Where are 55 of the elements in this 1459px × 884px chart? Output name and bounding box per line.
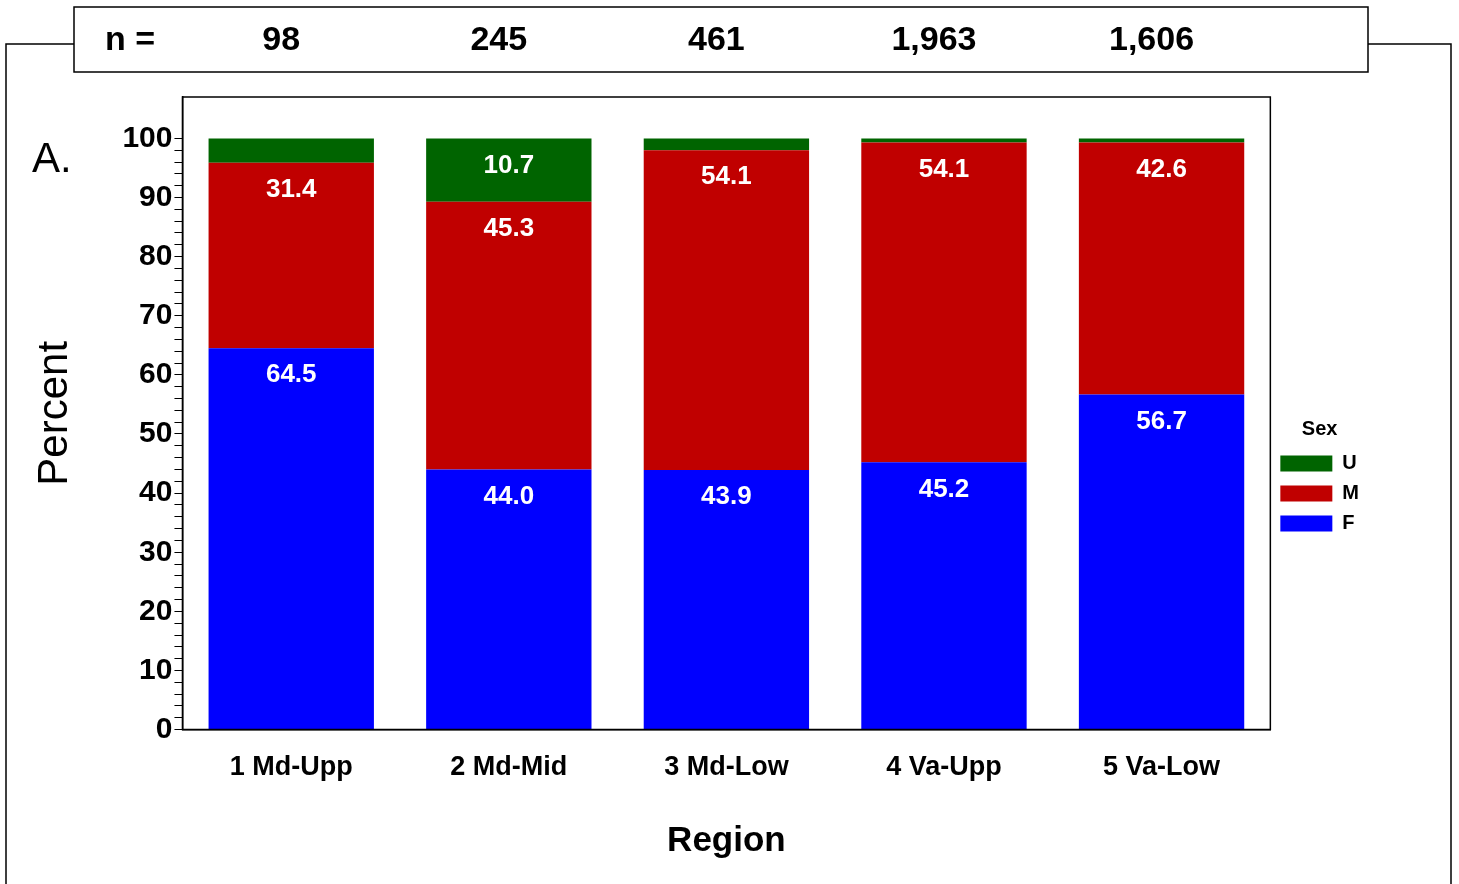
bar — [1078, 394, 1245, 730]
y-tick-label: 80 — [139, 237, 173, 271]
y-tick-label: 40 — [139, 474, 173, 508]
data-label: 64.5 — [265, 358, 317, 389]
bar — [643, 138, 810, 151]
y-tick-label: 90 — [139, 178, 173, 212]
y-tick-label: 50 — [139, 415, 173, 449]
data-label: 10.7 — [483, 148, 535, 179]
text: n = — [105, 19, 156, 58]
legend-label: U — [1342, 451, 1357, 474]
y-tick-label: 0 — [155, 710, 173, 744]
legend-title: Sex — [1301, 417, 1338, 440]
bar — [643, 150, 810, 471]
text: 98 — [262, 19, 301, 58]
data-label: 44.0 — [483, 479, 535, 510]
bar — [208, 162, 374, 349]
data-label: 45.2 — [918, 472, 970, 503]
data-label: 54.1 — [918, 152, 970, 183]
y-tick-label: 60 — [139, 356, 173, 390]
bar — [1078, 142, 1245, 395]
bar — [861, 462, 1027, 730]
bar — [1078, 138, 1245, 143]
y-tick-label: 10 — [139, 651, 173, 685]
x-tick-label: 5 Va-Low — [1103, 751, 1222, 782]
bar — [426, 469, 592, 730]
data-label: 56.7 — [1136, 404, 1187, 435]
y-tick-label: 70 — [139, 297, 173, 331]
y-tick-label: 20 — [139, 592, 173, 626]
bar — [861, 142, 1027, 463]
y-tick-label: 30 — [139, 533, 173, 567]
data-label: 54.1 — [701, 160, 752, 191]
text: 1,963 — [891, 19, 977, 58]
data-label: 43.9 — [701, 480, 752, 511]
data-label: 31.4 — [265, 172, 318, 203]
x-tick-label: 4 Va-Upp — [886, 751, 1002, 782]
x-tick-label: 3 Md-Low — [664, 751, 790, 782]
y-tick-label: 100 — [122, 119, 173, 153]
legend-label: M — [1342, 481, 1360, 504]
y-axis-title: Percent — [28, 340, 76, 486]
text: 1,606 — [1109, 19, 1195, 58]
text: A. — [32, 133, 72, 181]
data-label: 42.6 — [1136, 152, 1187, 183]
x-tick-label: 1 Md-Upp — [229, 751, 353, 782]
bar — [861, 138, 1027, 143]
bar — [643, 470, 810, 730]
legend-label: F — [1342, 511, 1355, 534]
bar — [208, 348, 374, 730]
x-axis-title: Region — [667, 818, 786, 858]
text: 245 — [470, 19, 528, 58]
bar — [426, 138, 592, 202]
data-label: 45.3 — [483, 211, 535, 242]
bar — [208, 138, 374, 163]
x-tick-label: 2 Md-Mid — [450, 751, 568, 782]
text: 461 — [688, 19, 745, 58]
bar — [426, 201, 592, 470]
